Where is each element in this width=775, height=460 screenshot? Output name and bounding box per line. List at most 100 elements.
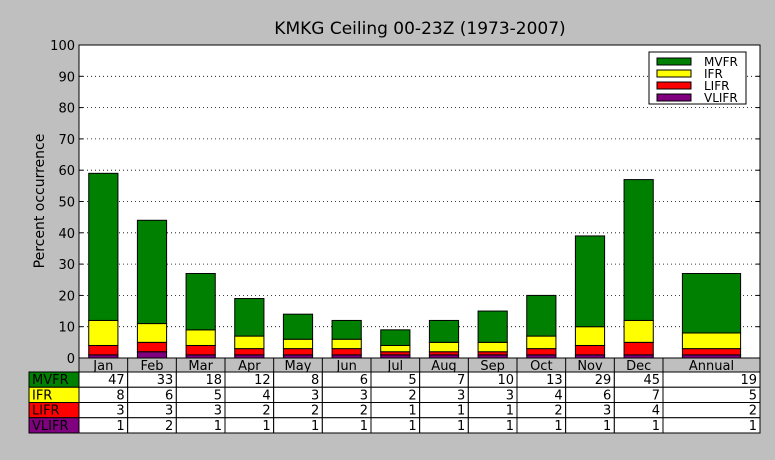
bar-lifr (623, 341, 654, 356)
cell-value: 6 (603, 388, 611, 403)
y-tick-label: 70 (58, 133, 75, 148)
cell-value: 33 (157, 373, 174, 388)
cell-value: 1 (457, 404, 465, 419)
cell-value: 2 (749, 404, 757, 419)
cell-value: 2 (554, 404, 562, 419)
cell-value: 18 (205, 373, 222, 388)
bars (88, 172, 742, 359)
bar-ifr (681, 332, 742, 350)
cell-value: 5 (749, 388, 757, 403)
bar-vlifr (136, 351, 168, 359)
bar-mvfr (681, 272, 742, 334)
bar-mvfr (428, 319, 460, 343)
y-tick-label: 10 (58, 321, 75, 336)
legend-swatch-lifr (656, 81, 692, 90)
bar-lifr (574, 344, 606, 356)
cell-value: 3 (457, 388, 465, 403)
legend-label-lifr: LIFR (704, 79, 729, 93)
bar-mvfr (185, 272, 216, 331)
gridlines (79, 75, 760, 328)
cell-value: 1 (360, 419, 368, 434)
bar-lifr (185, 344, 216, 356)
cell-value: 1 (554, 419, 562, 434)
bar-ifr (380, 344, 411, 353)
bar-mvfr (136, 219, 168, 325)
legend-swatch-ifr (656, 69, 692, 78)
bar-ifr (234, 335, 265, 350)
cell-value: 3 (603, 404, 611, 419)
legend-swatch-mvfr (656, 57, 692, 66)
x-tick-label: Sep (480, 359, 505, 374)
cell-value: 1 (311, 419, 319, 434)
bar-ifr (88, 319, 119, 346)
y-tick-label: 40 (58, 227, 75, 242)
y-tick-label: 0 (67, 352, 75, 367)
bar-lifr (526, 348, 557, 356)
y-axis-label: Percent occurrence (32, 134, 48, 269)
x-tick-label: May (285, 359, 312, 374)
cell-value: 2 (262, 404, 270, 419)
bar-mvfr (380, 329, 411, 346)
cell-value: 7 (457, 373, 465, 388)
y-tick-label: 20 (58, 289, 75, 304)
cell-value: 12 (254, 373, 271, 388)
cell-value: 1 (749, 419, 757, 434)
x-tick-label: Oct (530, 359, 552, 374)
cell-value: 1 (408, 404, 416, 419)
x-tick-label: Jul (386, 359, 403, 374)
bar-lifr (681, 348, 742, 356)
cell-value: 3 (311, 388, 319, 403)
x-tick-label: Jun (336, 359, 357, 374)
x-tick-label: Apr (238, 359, 261, 374)
cell-value: 1 (214, 419, 222, 434)
bar-mvfr (623, 179, 654, 321)
data-table: Jan Feb Mar Apr May Jun Jul Aug Sep Oct Nov Dec Annu… (28, 358, 761, 434)
bar-ifr (477, 341, 508, 353)
cell-value: 4 (652, 404, 660, 419)
cell-value: 8 (116, 388, 124, 403)
table-cell (662, 402, 761, 419)
cell-value: 1 (116, 419, 124, 434)
cell-value: 1 (506, 419, 514, 434)
bar-mvfr (88, 172, 119, 321)
y-axis: 0 10 20 30 40 50 60 70 80 90 100 (50, 39, 760, 367)
x-tick-label: Annual (689, 359, 734, 374)
table-cell (662, 386, 761, 403)
legend-label-ifr: IFR (704, 67, 723, 81)
y-tick-label: 60 (58, 164, 75, 179)
row-label-lifr: LIFR (32, 404, 60, 419)
y-tick-label: 90 (58, 70, 75, 85)
cell-value: 2 (360, 404, 368, 419)
cell-value: 10 (497, 373, 514, 388)
x-tick-label: Nov (577, 359, 603, 374)
cell-value: 6 (165, 388, 173, 403)
bar-ifr (623, 319, 654, 343)
bar-mvfr (234, 298, 265, 337)
cell-value: 29 (595, 373, 612, 388)
bar-ifr (428, 341, 460, 353)
cell-value: 3 (165, 404, 173, 419)
y-tick-label: 30 (58, 258, 75, 273)
cell-value: 1 (506, 404, 514, 419)
x-tick-label: Aug (431, 359, 456, 374)
cell-value: 3 (116, 404, 124, 419)
row-label-vlifr: VLIFR (32, 419, 68, 434)
cell-value: 1 (262, 419, 270, 434)
cell-value: 5 (214, 388, 222, 403)
bar-lifr (88, 344, 119, 356)
bar-ifr (185, 329, 216, 346)
bar-lifr (331, 348, 362, 356)
cell-value: 47 (108, 373, 125, 388)
cell-value: 1 (408, 419, 416, 434)
legend-label-vlifr: VLIFR (704, 91, 738, 105)
row-label-mvfr: MVFR (32, 373, 69, 388)
cell-value: 19 (740, 373, 757, 388)
cell-value: 3 (360, 388, 368, 403)
bar-ifr (526, 335, 557, 350)
legend-swatch-vlifr (656, 93, 692, 102)
x-tick-label: Dec (626, 359, 651, 374)
bar-mvfr (282, 313, 314, 340)
bar-lifr (136, 341, 168, 353)
y-tick-label: 100 (50, 39, 75, 54)
